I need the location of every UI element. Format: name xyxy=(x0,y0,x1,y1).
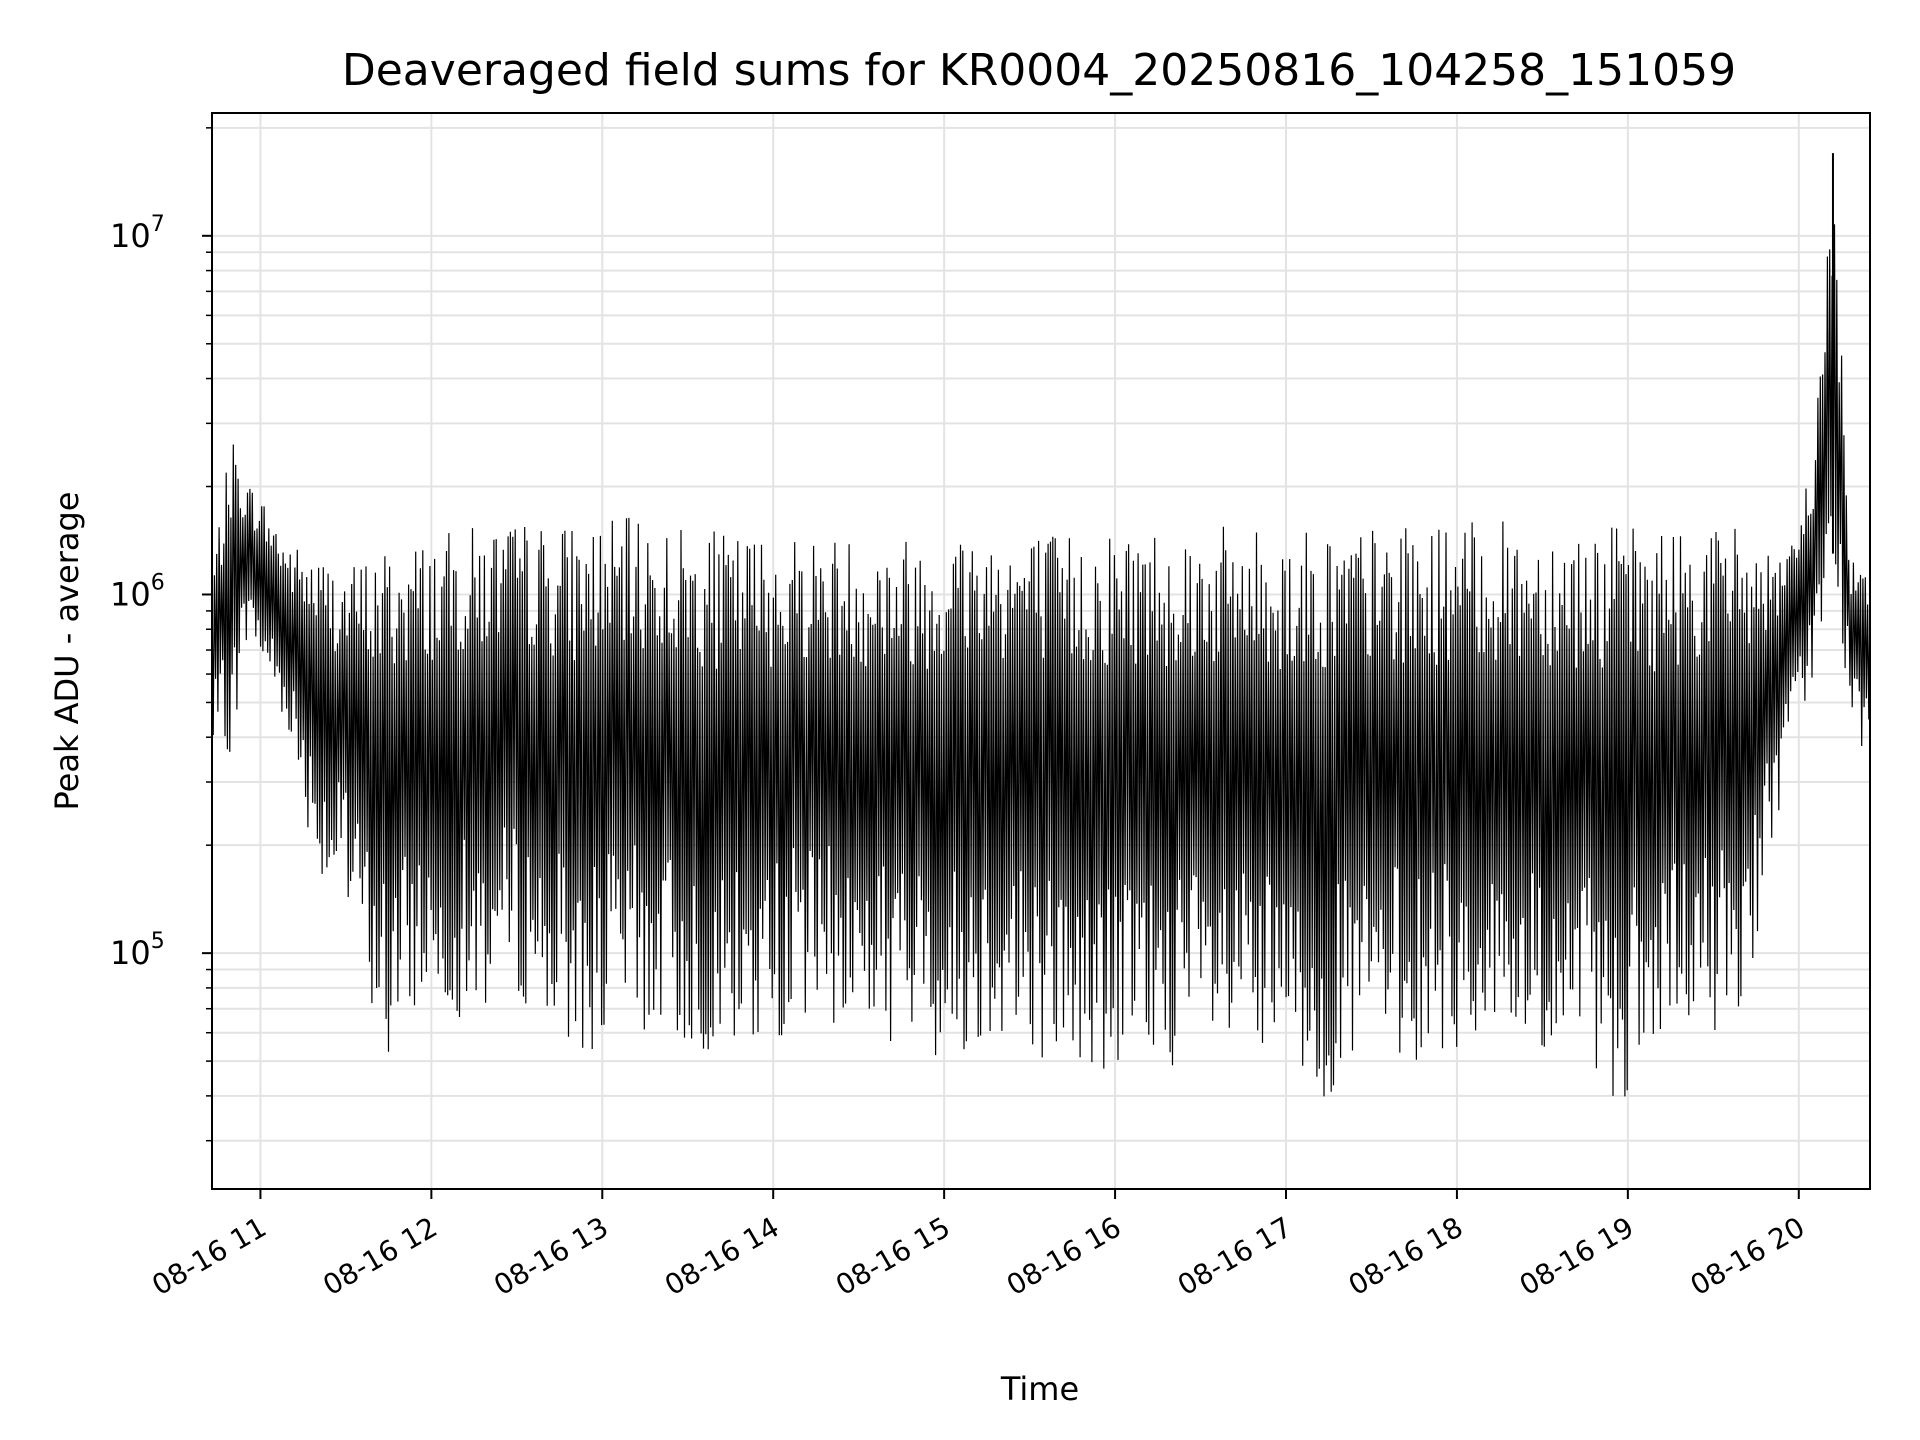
chart-title: Deaveraged field sums for KR0004_2025081… xyxy=(342,45,1736,96)
y-tick-label: 105 xyxy=(110,929,165,972)
x-axis-title: Time xyxy=(1000,1370,1079,1408)
series-line xyxy=(211,224,1871,1097)
y-tick-label: 107 xyxy=(110,212,165,255)
y-axis-ticks: 105 106 107 xyxy=(110,127,212,1142)
plot-frame xyxy=(211,112,1871,1190)
y-axis-title: Peak ADU - average xyxy=(48,492,86,811)
series xyxy=(211,153,1871,1097)
y-tick-label: 106 xyxy=(110,570,165,613)
